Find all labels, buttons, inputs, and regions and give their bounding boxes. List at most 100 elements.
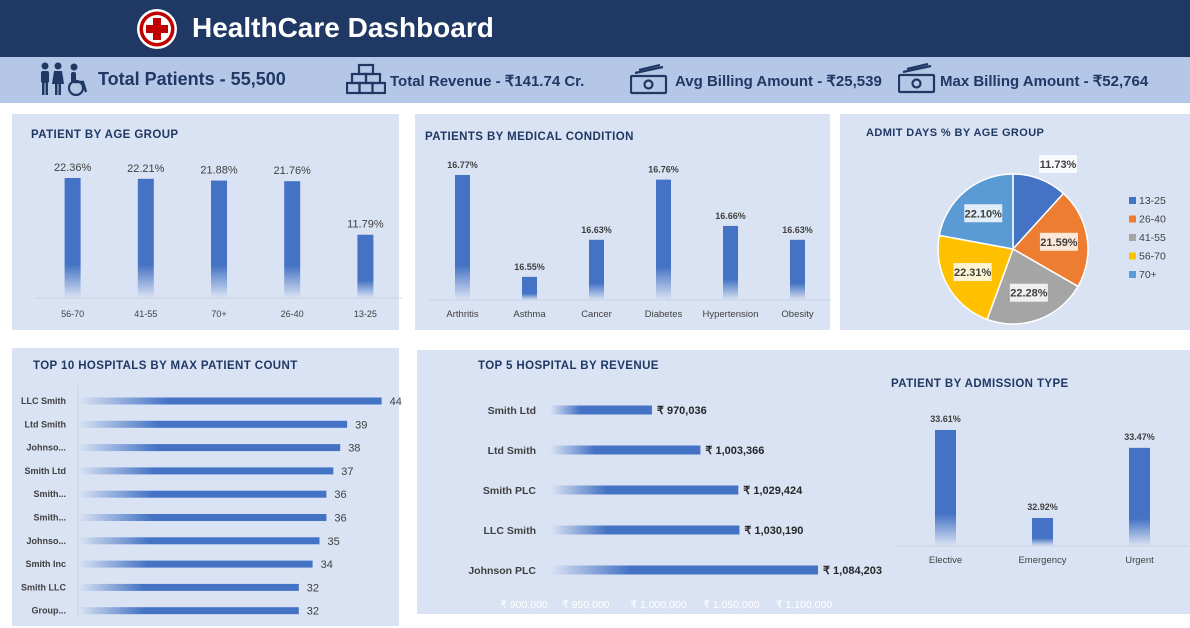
- data-label: 16.55%: [514, 262, 545, 272]
- data-label: 32: [307, 606, 319, 618]
- data-label-box: [1039, 232, 1078, 251]
- data-label: 34: [321, 559, 333, 571]
- data-label: 16.76%: [648, 165, 679, 175]
- avg-billing-kpi: Avg Billing Amount - ₹25,539: [675, 73, 882, 90]
- panel-top-hospitals: TOP 10 HOSPITALS BY MAX PATIENT COUNT LL…: [12, 348, 402, 626]
- panel-title-medical-condition: PATIENTS BY MEDICAL CONDITION: [425, 131, 634, 143]
- category-label: Ltd Smith: [488, 445, 536, 457]
- category-label: Group...: [32, 606, 67, 616]
- bar: [357, 234, 374, 298]
- admit-days-pie-chart: 11.73% 13-25 21.59% 26-40 22.28% 41-55 22.31% 5…: [937, 155, 1166, 325]
- data-label: 32: [307, 582, 319, 594]
- data-label: 22.21%: [127, 163, 165, 175]
- data-label: 16.63%: [782, 225, 813, 235]
- panel-title-revenue: TOP 5 HOSPITAL BY REVENUE: [478, 360, 659, 372]
- data-label: 16.66%: [715, 211, 746, 221]
- bar: [656, 179, 671, 300]
- legend-label: 70+: [1139, 269, 1157, 281]
- data-label-box: [1009, 283, 1048, 302]
- category-label: Smith PLC: [483, 485, 537, 497]
- bar: [550, 405, 652, 415]
- bar: [78, 490, 327, 498]
- top-hospitals-chart: LLC Smith 44 Ltd Smith 39 Johnso... 38 Smith L…: [21, 386, 402, 618]
- data-label: 36: [334, 513, 346, 525]
- data-label: 22.28%: [1010, 288, 1048, 300]
- x-tick-label: ₹ 900,000: [500, 599, 548, 611]
- data-label: 21.59%: [1040, 237, 1078, 249]
- data-label: 22.31%: [954, 267, 992, 279]
- category-label: Smith...: [33, 489, 66, 499]
- x-tick-label: ₹ 1,000,000: [630, 599, 686, 611]
- category-label: Smith Ltd: [488, 405, 536, 417]
- data-label: 21.76%: [274, 165, 312, 177]
- bar: [935, 430, 956, 546]
- legend-label: 13-25: [1139, 195, 1166, 207]
- category-label: Smith Ltd: [25, 466, 67, 476]
- data-label-box: [1039, 155, 1077, 173]
- category-label: Smith Inc: [25, 559, 66, 569]
- category-label: 56-70: [61, 309, 84, 319]
- legend-swatch: [1129, 197, 1136, 204]
- bar: [78, 514, 327, 521]
- data-label: 21.88%: [200, 165, 238, 177]
- category-label: Cancer: [581, 309, 612, 320]
- data-label: 39: [355, 419, 367, 431]
- data-label: 22.10%: [965, 208, 1003, 220]
- bar: [1129, 447, 1150, 546]
- data-label: 11.79%: [347, 219, 384, 231]
- age-group-chart: 22.36% 56-70 22.21% 41-55 21.88% 70+ 21.76% 26-…: [36, 162, 402, 319]
- data-label: 33.61%: [930, 414, 961, 424]
- category-label: 70+: [211, 309, 226, 319]
- legend-swatch: [1129, 252, 1136, 260]
- bar: [589, 239, 604, 300]
- category-label: Smith LLC: [21, 582, 66, 592]
- category-label: LLC Smith: [21, 396, 66, 406]
- bar: [78, 467, 334, 475]
- data-label: ₹ 1,084,203: [823, 565, 882, 577]
- legend-swatch: [1129, 215, 1136, 223]
- panel-title-top-hospitals: TOP 10 HOSPITALS BY MAX PATIENT COUNT: [33, 360, 298, 372]
- bar: [64, 178, 81, 298]
- data-label: 22.36%: [54, 162, 92, 174]
- category-label: Elective: [929, 555, 962, 566]
- category-label: Smith...: [33, 513, 66, 523]
- data-label: ₹ 1,003,366: [705, 445, 764, 457]
- category-label: Johnso...: [26, 443, 66, 453]
- category-label: 13-25: [354, 309, 377, 319]
- panel-revenue-admission: TOP 5 HOSPITAL BY REVENUE PATIENT BY ADM…: [417, 350, 1190, 614]
- legend-label: 41-55: [1139, 232, 1166, 244]
- revenue-icon: [346, 63, 386, 95]
- data-label: 35: [328, 536, 340, 548]
- bar: [78, 607, 299, 615]
- data-label: 32.92%: [1027, 502, 1058, 512]
- data-label: 33.47%: [1124, 432, 1155, 442]
- bar: [284, 181, 301, 298]
- data-label: ₹ 1,030,190: [744, 525, 803, 537]
- data-label: 37: [341, 466, 353, 478]
- data-label: 16.63%: [581, 225, 612, 235]
- x-tick-label: ₹ 1,100,000: [776, 599, 832, 611]
- kpi-band: Total Patients - 55,500 Total Revenue - …: [0, 57, 1190, 103]
- data-label: 16.77%: [447, 160, 478, 170]
- panel-title-admission-type: PATIENT BY ADMISSION TYPE: [891, 378, 1069, 390]
- category-label: Johnso...: [26, 536, 66, 546]
- category-label: Hypertension: [703, 309, 759, 320]
- bar: [522, 276, 537, 300]
- category-label: Asthma: [513, 309, 546, 320]
- data-label-box: [964, 204, 1003, 223]
- category-label: Diabetes: [645, 309, 683, 320]
- legend-swatch: [1129, 271, 1136, 278]
- panel-admit-days: ADMIT DAYS % BY AGE GROUP 11.73% 13-25 21.…: [840, 114, 1190, 330]
- category-label: Johnson PLC: [468, 565, 536, 577]
- panel-medical-condition: PATIENTS BY MEDICAL CONDITION 16.77% Arth…: [415, 114, 831, 330]
- bar: [1032, 517, 1053, 546]
- category-label: Ltd Smith: [25, 419, 67, 429]
- panel-title-age-group: PATIENT BY AGE GROUP: [31, 129, 179, 141]
- category-label: 26-40: [281, 309, 304, 319]
- bar: [550, 485, 739, 495]
- data-label-box: [953, 263, 992, 282]
- panel-age-group: PATIENT BY AGE GROUP 22.36% 56-70 22.21% 41…: [12, 114, 402, 330]
- data-label: 11.73%: [1040, 159, 1077, 171]
- billing-icon: [630, 64, 668, 95]
- data-label: ₹ 970,036: [657, 405, 707, 417]
